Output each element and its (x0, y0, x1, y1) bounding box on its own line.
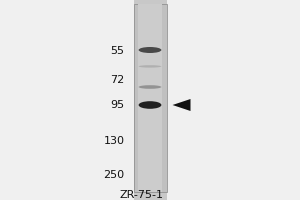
Text: 130: 130 (103, 136, 124, 146)
Ellipse shape (139, 85, 161, 89)
Bar (134, 4, 166, 192)
Text: 95: 95 (110, 100, 124, 110)
Ellipse shape (139, 47, 161, 53)
Ellipse shape (139, 65, 161, 68)
Bar (138, 4, 162, 192)
Ellipse shape (139, 101, 161, 109)
Bar (167, 0, 300, 200)
Text: ZR-75-1: ZR-75-1 (119, 190, 164, 200)
Text: 72: 72 (110, 75, 124, 85)
Bar (0, 0, 134, 200)
Text: 250: 250 (103, 170, 124, 180)
Polygon shape (172, 99, 190, 111)
Text: 55: 55 (110, 46, 124, 56)
